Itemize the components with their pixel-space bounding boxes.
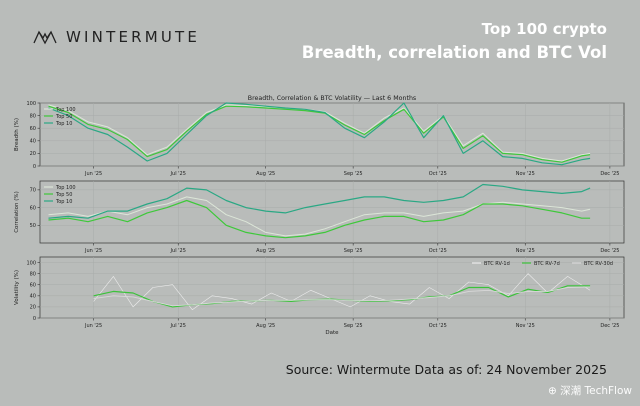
legend-label: Top 10 — [55, 199, 72, 205]
x-tick-label: Nov '25 — [516, 248, 535, 254]
y-tick-label: 70 — [30, 188, 36, 194]
series-line-3-3 — [93, 286, 591, 307]
y-tick-label: 0 — [33, 164, 36, 170]
legend-label: Top 50 — [55, 114, 72, 120]
y-axis-label: Volatility (%) — [14, 270, 20, 305]
y-tick-label: 0 — [33, 316, 36, 322]
legend-label: Top 100 — [55, 185, 76, 191]
series-line-2-3 — [48, 183, 591, 219]
legend-label: BTC RV-1d — [484, 261, 510, 267]
x-tick-label: Oct '25 — [429, 248, 447, 254]
x-tick-label: Sep '25 — [344, 248, 363, 254]
x-tick-label: Aug '25 — [256, 248, 275, 254]
chart-title: Breadth, Correlation & BTC Volatility — … — [248, 95, 416, 102]
y-tick-label: 60 — [30, 205, 36, 211]
x-tick-label: Oct '25 — [429, 171, 447, 177]
x-tick-label: Oct '25 — [429, 323, 447, 329]
source-note: Source: Wintermute Data as of: 24 Novemb… — [285, 362, 607, 377]
x-tick-label: Dec '25 — [600, 171, 619, 177]
x-tick-label: Sep '25 — [344, 323, 363, 329]
watermark: ⊕ 深潮 TechFlow — [548, 385, 632, 397]
x-tick-label: Sep '25 — [344, 171, 363, 177]
legend-label: Top 10 — [55, 121, 72, 127]
y-axis-label: Correlation (%) — [14, 191, 20, 233]
legend-label: Top 50 — [55, 192, 72, 198]
y-tick-label: 50 — [30, 223, 36, 229]
wintermute-bird-icon — [33, 30, 57, 45]
x-tick-label: Jun '25 — [84, 171, 102, 177]
series-line-1-1 — [48, 104, 591, 162]
x-tick-label: Nov '25 — [516, 171, 535, 177]
y-tick-label: 80 — [30, 113, 36, 119]
x-tick-label: Jul '25 — [170, 248, 186, 254]
series-line-3-1 — [93, 273, 591, 311]
x-tick-label: Nov '25 — [516, 323, 535, 329]
x-tick-label: Dec '25 — [600, 323, 619, 329]
series-line-3-2 — [93, 285, 591, 308]
x-tick-label: Aug '25 — [256, 323, 275, 329]
x-axis-label: Date — [325, 330, 339, 336]
panel-frame — [39, 180, 625, 244]
legend-label: BTC RV-7d — [534, 261, 560, 267]
x-tick-label: Jun '25 — [84, 248, 102, 254]
legend-label: Top 100 — [55, 107, 76, 113]
y-axis-label: Breadth (%) — [14, 118, 20, 151]
y-tick-label: 100 — [26, 260, 36, 266]
legend-label: BTC RV-30d — [584, 261, 613, 267]
y-tick-label: 100 — [26, 101, 36, 107]
y-tick-label: 60 — [30, 283, 36, 289]
x-tick-label: Jul '25 — [170, 323, 186, 329]
page-subtitle: Breadth, correlation and BTC Vol — [301, 43, 607, 62]
x-tick-label: Dec '25 — [600, 248, 619, 254]
y-tick-label: 80 — [30, 271, 36, 277]
y-tick-label: 20 — [30, 305, 36, 311]
x-tick-label: Aug '25 — [256, 171, 275, 177]
y-tick-label: 60 — [30, 126, 36, 132]
series-line-1-3 — [48, 102, 591, 166]
y-tick-label: 40 — [30, 294, 36, 300]
series-line-2-2 — [48, 199, 591, 239]
series-line-2-1 — [48, 196, 591, 237]
brand-logo: WINTERMUTE — [33, 28, 200, 46]
series-line-1-2 — [48, 105, 591, 163]
page-title: Top 100 crypto — [481, 20, 607, 38]
y-tick-label: 20 — [30, 151, 36, 157]
y-tick-label: 40 — [30, 139, 36, 145]
x-tick-label: Jul '25 — [170, 171, 186, 177]
brand-name: WINTERMUTE — [66, 28, 201, 46]
x-tick-label: Jun '25 — [84, 323, 102, 329]
